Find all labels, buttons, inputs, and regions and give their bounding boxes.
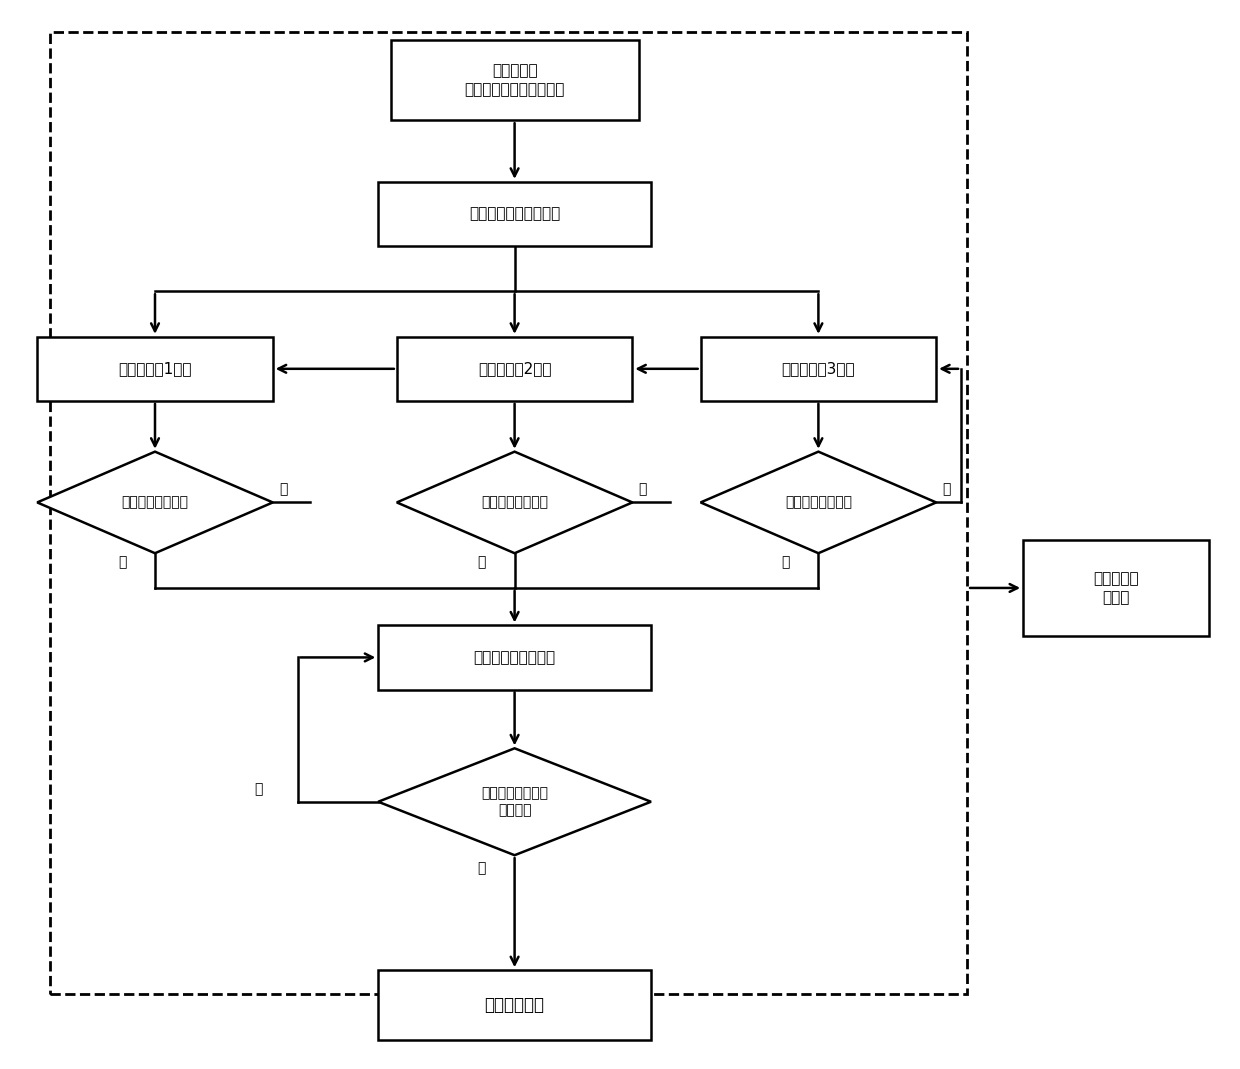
Polygon shape [397,451,632,554]
Bar [1023,540,1209,636]
Text: 是否产生阻碍效果: 是否产生阻碍效果 [122,495,188,510]
Text: 是否产生三种程度
阻碍效果: 是否产生三种程度 阻碍效果 [481,786,548,818]
Bar [50,32,967,994]
Bar [378,971,651,1039]
Bar [701,337,936,401]
Text: 是: 是 [118,555,126,569]
Text: 阻碍指标选
择装置: 阻碍指标选 择装置 [1094,571,1138,605]
Polygon shape [37,451,273,554]
Text: 多阻碍指标组合分析: 多阻碍指标组合分析 [474,650,556,665]
Text: 否: 否 [942,482,951,497]
Text: 是: 是 [477,861,486,876]
Text: 单阻碍指标3分析: 单阻碍指标3分析 [781,361,856,376]
Text: 是: 是 [477,555,486,569]
Text: 筛选指标库
（阻碍因素、指示生物）: 筛选指标库 （阻碍因素、指示生物） [465,63,564,97]
Text: 选择一种特定指示生物: 选择一种特定指示生物 [469,206,560,221]
Text: 单阻碍指标2分析: 单阻碍指标2分析 [477,361,552,376]
Text: 否: 否 [639,482,647,497]
Bar [397,337,632,401]
Text: 是否产生阻碍效果: 是否产生阻碍效果 [481,495,548,510]
Text: 否: 否 [279,482,288,497]
Text: 否: 否 [254,781,263,796]
Text: 单阻碍指标1分析: 单阻碍指标1分析 [118,361,192,376]
Bar [378,182,651,246]
Bar [391,41,639,120]
Text: 是: 是 [781,555,790,569]
Bar [37,337,273,401]
Text: 是否产生阻碍效果: 是否产生阻碍效果 [785,495,852,510]
Polygon shape [378,748,651,855]
Polygon shape [701,451,936,554]
Bar [378,625,651,690]
Text: 水质测试装置: 水质测试装置 [485,996,544,1013]
